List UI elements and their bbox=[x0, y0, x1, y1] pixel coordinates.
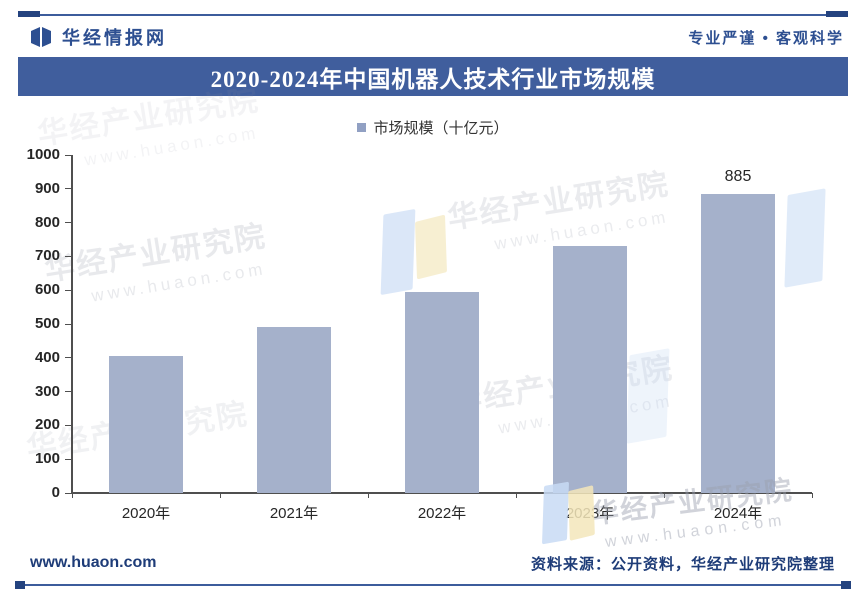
y-tick-label: 800 bbox=[34, 213, 60, 231]
x-tick bbox=[368, 493, 369, 498]
y-tick-label: 100 bbox=[34, 450, 60, 468]
y-tick bbox=[65, 458, 72, 460]
x-tick bbox=[220, 493, 221, 498]
y-tick-label: 600 bbox=[34, 281, 60, 299]
bar-2023年 bbox=[553, 246, 627, 493]
legend-swatch-icon bbox=[357, 122, 367, 132]
bar-2021年 bbox=[257, 327, 331, 493]
x-label-2022年: 2022年 bbox=[417, 505, 467, 522]
huajing-logo-icon bbox=[28, 24, 54, 50]
header-slogan: 专业严谨 • 客观科学 bbox=[688, 29, 844, 47]
footer: www.huaon.com 资料来源：公开资料，华经产业研究院整理 bbox=[30, 550, 835, 576]
y-tick-label: 900 bbox=[34, 179, 60, 197]
header: 华经情报网 专业严谨 • 客观科学 bbox=[28, 20, 844, 54]
y-tick bbox=[65, 492, 72, 494]
x-tick bbox=[72, 493, 73, 498]
footer-source-note: 资料来源：公开资料，华经产业研究院整理 bbox=[530, 555, 835, 573]
y-tick-label: 500 bbox=[34, 315, 60, 332]
y-tick bbox=[65, 222, 72, 224]
y-tick-label: 300 bbox=[34, 382, 60, 400]
legend: 市场规模（十亿元） bbox=[0, 114, 866, 140]
y-tick bbox=[65, 154, 72, 156]
brand-name: 华经情报网 bbox=[62, 28, 167, 48]
y-tick bbox=[65, 289, 72, 291]
y-tick-label: 700 bbox=[34, 247, 60, 265]
chart-title: 2020-2024年中国机器人技术行业市场规模 bbox=[210, 66, 656, 92]
footer-divider-line bbox=[15, 584, 851, 586]
y-tick bbox=[65, 255, 72, 257]
header-divider-line bbox=[18, 14, 848, 16]
x-tick bbox=[664, 493, 665, 498]
x-axis-line bbox=[72, 492, 812, 494]
y-tick-label: 200 bbox=[34, 416, 60, 434]
x-tick bbox=[516, 493, 517, 498]
x-label-2024年: 2024年 bbox=[713, 505, 763, 522]
y-tick bbox=[65, 424, 72, 426]
y-tick bbox=[65, 391, 72, 393]
x-tick bbox=[812, 493, 813, 498]
y-tick-label: 400 bbox=[34, 348, 60, 366]
header-divider-cap-right bbox=[826, 11, 848, 17]
y-tick bbox=[65, 188, 72, 190]
brand: 华经情报网 bbox=[28, 24, 167, 50]
legend-label: 市场规模（十亿元） bbox=[373, 119, 509, 137]
y-tick-label: 0 bbox=[51, 484, 60, 501]
footer-divider-cap-left bbox=[15, 581, 25, 589]
y-tick-label: 1000 bbox=[26, 146, 60, 163]
footer-divider-cap-right bbox=[841, 581, 851, 589]
header-divider-cap-left bbox=[18, 11, 40, 17]
bar-2020年 bbox=[109, 356, 183, 493]
x-label-2021年: 2021年 bbox=[269, 505, 319, 522]
y-axis-line bbox=[71, 155, 73, 493]
x-label-2020年: 2020年 bbox=[121, 505, 171, 522]
y-tick bbox=[65, 357, 72, 359]
bar-value-label: 885 bbox=[724, 168, 752, 185]
bar-2022年 bbox=[405, 292, 479, 493]
footer-site-link[interactable]: www.huaon.com bbox=[30, 554, 157, 571]
chart-title-bar: 2020-2024年中国机器人技术行业市场规模 bbox=[18, 57, 848, 96]
bar-2024年 bbox=[701, 194, 775, 493]
x-label-2023年: 2023年 bbox=[565, 505, 615, 522]
y-tick bbox=[65, 323, 72, 325]
